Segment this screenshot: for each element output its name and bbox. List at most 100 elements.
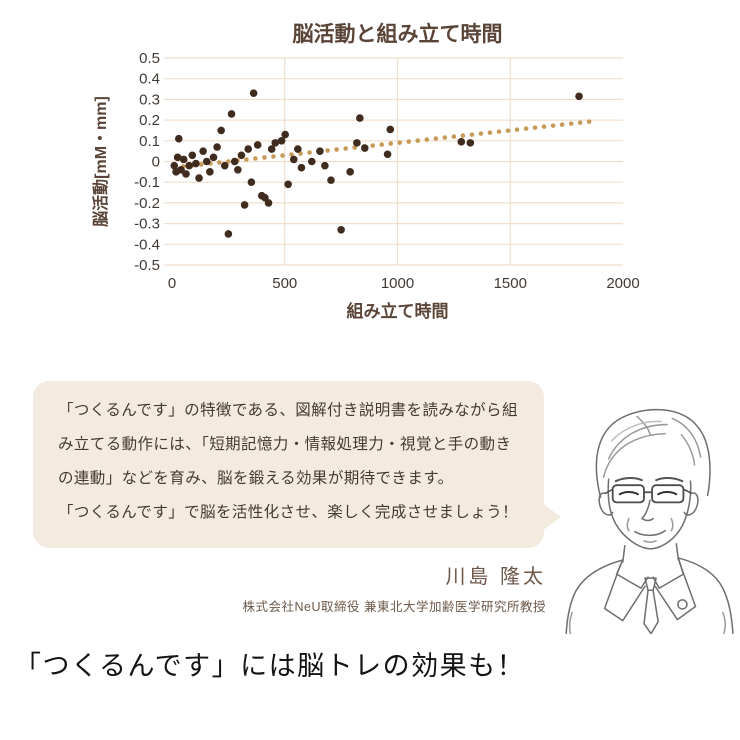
- x-tick-label: 2000: [606, 275, 639, 292]
- x-tick-label: 500: [272, 275, 297, 292]
- scatter-point: [249, 89, 258, 97]
- scatter-point: [321, 161, 329, 170]
- scatter-point: [284, 180, 292, 189]
- trend-dot: [478, 131, 484, 136]
- x-axis-label: 組み立て時間: [347, 301, 449, 321]
- x-tick-label: 0: [168, 275, 176, 292]
- trend-dot: [433, 136, 439, 141]
- scatter-point: [294, 145, 302, 153]
- credit-block: 川島 隆太 株式会社NeU取締役 兼東北大学加齢医学研究所教授: [30, 560, 546, 615]
- trend-dot: [289, 152, 294, 157]
- scatter-point: [361, 144, 369, 152]
- trend-dot: [460, 133, 466, 138]
- trend-dot: [532, 125, 538, 130]
- y-tick-label: -0.2: [134, 195, 160, 212]
- face: [598, 476, 699, 550]
- bubble-text-line: の連動」などを育み、脳を鍛える効果が期待できます。: [58, 470, 454, 487]
- scatter-point: [337, 226, 345, 234]
- trend-dot: [406, 139, 412, 144]
- scatter-point: [173, 153, 182, 162]
- trend-dot: [307, 150, 312, 155]
- trend-dot: [244, 157, 249, 162]
- speech-bubble: 「つくるんです」の特徴である、図解付き説明書を読みながら組 み立てる動作には、「…: [33, 381, 544, 548]
- trend-dot: [253, 156, 258, 161]
- trend-dot: [559, 122, 565, 127]
- y-tick-label: 0.1: [139, 133, 160, 150]
- scatter-point: [209, 153, 218, 162]
- scatter-point: [308, 157, 316, 166]
- trend-dot: [442, 135, 448, 140]
- scatter-point: [575, 92, 583, 101]
- scatter-point: [267, 145, 276, 153]
- scatter-point: [289, 155, 298, 164]
- y-tick-label: 0.5: [139, 50, 160, 67]
- y-tick-label: 0.4: [139, 71, 160, 88]
- scatter-point: [277, 137, 286, 145]
- scatter-point: [383, 150, 392, 159]
- scatter-point: [182, 170, 190, 178]
- scatter-point: [202, 157, 211, 166]
- trend-dot: [487, 130, 493, 135]
- scatter-point: [253, 141, 262, 149]
- trend-dot: [262, 155, 267, 160]
- scatter-point: [353, 139, 361, 147]
- trend-dot: [523, 126, 529, 131]
- chart-title: 脳活動と組み立て時間: [293, 22, 503, 46]
- scatter-point: [240, 201, 249, 209]
- y-tick-label: 0: [152, 154, 160, 171]
- scatter-point: [185, 161, 193, 170]
- trend-dot: [469, 132, 475, 137]
- trend-dot: [370, 143, 375, 148]
- scatter-point: [356, 114, 364, 122]
- brain-activity-chart: 0.5 0.4 0.3 0.2 0.1 0 -0.1 -0.2 -0.3 -0.4 -0.5 0 500…: [90, 14, 660, 336]
- scatter-point: [170, 161, 179, 170]
- scatter-plot: 0.5 0.4 0.3 0.2 0.1 0 -0.1 -0.2 -0.3 -0.4 -0.5 0 500…: [91, 22, 640, 321]
- trend-dot: [271, 154, 276, 159]
- scatter-point: [188, 151, 197, 160]
- trend-dot: [343, 146, 348, 151]
- scatter-point: [316, 147, 324, 155]
- trend-dot: [397, 140, 403, 145]
- bubble-text-line: み立てる動作には、「短期記憶力・情報処理力・視覚と手の動き: [58, 436, 512, 453]
- hair: [595, 408, 711, 499]
- trend-dot: [379, 142, 385, 147]
- scatter-point: [271, 139, 280, 147]
- scatter-point: [327, 176, 335, 184]
- scatter-point: [386, 125, 395, 134]
- portrait-line-art: [565, 408, 734, 635]
- y-tick-label: 0.2: [139, 112, 160, 129]
- trend-dot: [514, 127, 520, 132]
- scatter-point: [234, 165, 242, 174]
- y-axis-label: 脳活動[mM・mm]: [91, 96, 110, 227]
- trend-dot: [550, 123, 556, 128]
- trend-dot: [541, 124, 547, 129]
- trend-dot: [280, 153, 285, 158]
- trend-dot: [568, 121, 574, 126]
- trend-dot: [505, 128, 511, 133]
- trend-dot: [325, 148, 330, 153]
- trend-dot: [334, 147, 339, 152]
- scatter-point: [457, 138, 466, 146]
- trend-dot: [388, 141, 394, 146]
- trend-dot: [217, 160, 222, 165]
- trend-dot: [451, 134, 457, 139]
- trend-dot: [424, 137, 430, 142]
- scatter-point: [264, 199, 273, 207]
- y-tick-label: -0.3: [134, 216, 160, 233]
- scatter-point: [206, 168, 214, 176]
- speech-bubble-tail: [542, 503, 561, 531]
- scatter-point: [244, 145, 253, 153]
- trend-dot: [496, 129, 502, 134]
- bottom-headline: 「つくるんです」には脳トレの効果も！: [14, 651, 526, 682]
- scatter-point: [281, 130, 290, 139]
- person-name: 川島 隆太: [445, 566, 546, 588]
- y-tick-label: 0.3: [139, 91, 160, 108]
- scatter-point: [346, 168, 354, 176]
- bubble-text-line: 「つくるんです」の特徴である、図解付き説明書を読みながら組: [58, 402, 518, 419]
- scatter-point: [179, 155, 188, 164]
- scatter-point: [192, 159, 200, 168]
- scatter-point: [466, 139, 475, 147]
- scatter-point: [213, 143, 221, 151]
- scatter-point: [217, 126, 225, 135]
- trend-dot: [199, 162, 204, 167]
